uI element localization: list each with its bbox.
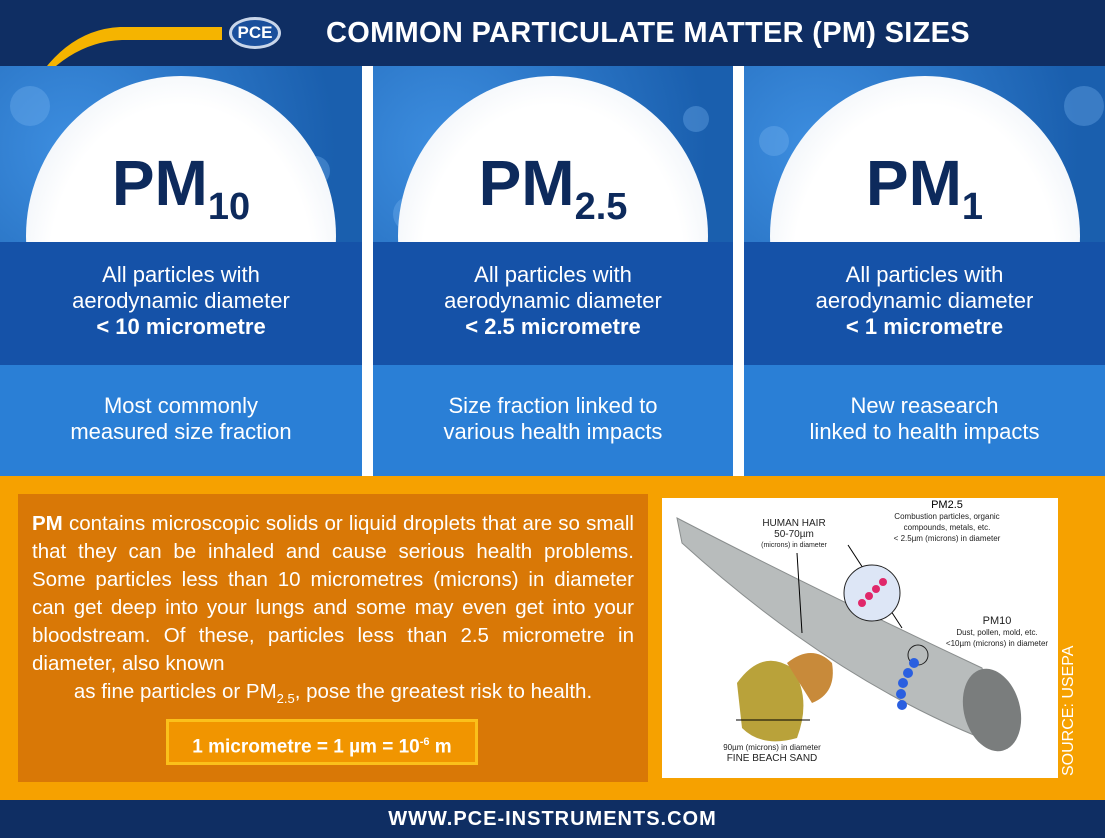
definition: All particles with aerodynamic diameter < … <box>744 242 1105 365</box>
hair-label: HUMAN HAIR 50-70µm (microns) in diameter <box>761 518 827 549</box>
website-link[interactable]: WWW.PCE-INSTRUMENTS.COM <box>388 808 717 830</box>
sand-label: 90µm (microns) in diameter FINE BEACH SAN… <box>723 743 821 764</box>
page-title: COMMON PARTICULATE MATTER (PM) SIZES <box>326 17 970 49</box>
definition: All particles with aerodynamic diameter < … <box>0 242 362 365</box>
note: Most commonly measured size fraction <box>0 365 362 476</box>
info-section: PM contains microscopic solids or liquid… <box>0 476 1105 800</box>
column-pm10: PM10 All particles with aerodynamic diame… <box>0 66 362 476</box>
size-comparison-illustration: HUMAN HAIR 50-70µm (microns) in diameter P… <box>662 498 1058 778</box>
hair-illustration-icon <box>676 517 1022 752</box>
pm10-label: PM10 Dust, pollen, mold, etc. <10µm (micro… <box>945 615 1049 649</box>
info-text: PM contains microscopic solids or liquid… <box>18 494 648 782</box>
logo-swoosh-icon <box>24 27 222 102</box>
unit-formula: 1 micrometre = 1 µm = 10-6 m <box>166 719 478 765</box>
pm-heading: PM10 <box>111 147 251 228</box>
pm-heading: PM2.5 <box>478 147 628 228</box>
definition: All particles with aerodynamic diameter < … <box>373 242 733 365</box>
column-pm1: PM1 All particles with aerodynamic diamet… <box>744 66 1105 476</box>
pm-columns: PM10 All particles with aerodynamic diame… <box>0 66 1105 476</box>
note: Size fraction linked to various health im… <box>373 365 733 476</box>
footer: WWW.PCE-INSTRUMENTS.COM <box>0 800 1105 838</box>
column-pm25: PM2.5 All particles with aerodynamic diam… <box>373 66 733 476</box>
pm-heading: PM1 <box>865 147 984 228</box>
note: New reasearch linked to health impacts <box>744 365 1105 476</box>
pm25-label: PM2.5 Combustion particles, organic compou… <box>893 499 1001 544</box>
header: PCE COMMON PARTICULATE MATTER (PM) SIZES <box>0 0 1105 102</box>
pce-logo: PCE <box>229 17 281 49</box>
source-credit: SOURCE: USEPA <box>1060 645 1077 776</box>
